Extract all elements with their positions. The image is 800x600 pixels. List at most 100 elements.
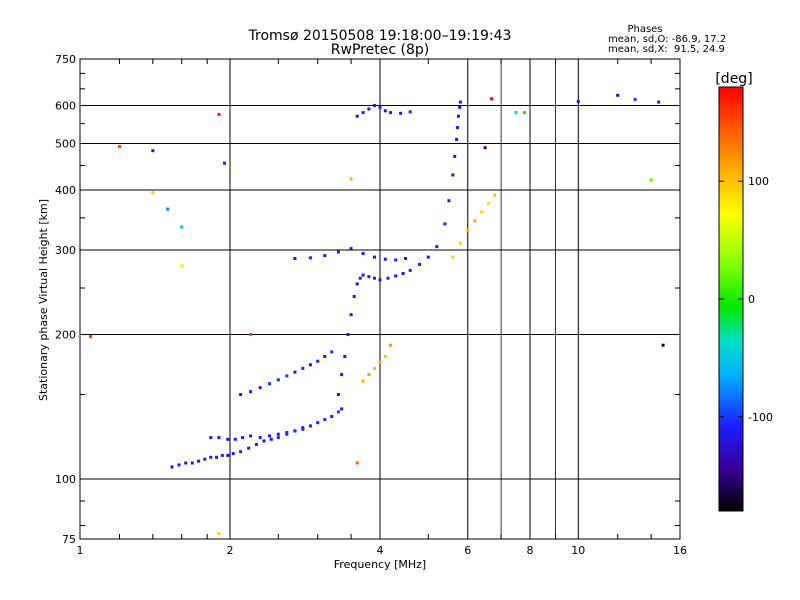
data-point — [451, 173, 455, 177]
data-point — [170, 465, 174, 469]
data-point — [373, 276, 376, 280]
data-point — [336, 393, 340, 396]
data-point — [455, 137, 459, 141]
data-point — [220, 453, 224, 457]
data-point — [455, 126, 459, 129]
chart-subtitle: RwPretec (8p) — [331, 42, 429, 58]
data-point — [293, 370, 297, 374]
data-point — [323, 418, 327, 422]
data-point — [457, 114, 460, 118]
data-point — [480, 210, 484, 214]
data-point — [223, 161, 226, 165]
data-point — [258, 436, 262, 440]
data-point — [276, 432, 280, 436]
data-point — [458, 105, 462, 109]
data-point — [401, 272, 405, 275]
data-point — [233, 437, 237, 441]
data-point — [383, 257, 387, 261]
data-point — [394, 258, 398, 262]
colorbar: [deg] 100 0 -100 — [715, 71, 773, 512]
data-point — [249, 434, 253, 438]
data-point — [383, 355, 387, 358]
data-point — [355, 114, 359, 118]
colorbar-tick-label: 0 — [748, 293, 755, 306]
stats-line-o: mean, sd,O: -86.9, 17.2 — [608, 34, 726, 45]
data-point — [435, 245, 439, 249]
data-point — [473, 219, 477, 223]
data-point — [576, 99, 580, 103]
data-point — [336, 410, 340, 414]
data-point — [486, 202, 490, 205]
data-point — [209, 436, 213, 440]
data-point — [269, 437, 273, 441]
y-axis-label: Stationary phase Virtual Height [km] — [37, 199, 50, 401]
data-point — [247, 446, 251, 450]
data-point — [458, 100, 462, 104]
data-point — [293, 429, 297, 433]
data-point — [408, 268, 412, 272]
data-point — [217, 112, 221, 116]
data-point — [285, 432, 289, 436]
data-point — [151, 149, 155, 153]
data-point — [184, 461, 188, 465]
data-point — [180, 264, 184, 268]
data-point — [276, 378, 280, 382]
data-point — [661, 343, 665, 347]
y-tick-label: 750 — [55, 53, 76, 66]
data-point — [285, 374, 289, 378]
data-point — [408, 110, 412, 114]
data-point — [451, 255, 455, 259]
data-point — [355, 461, 359, 465]
data-point — [151, 191, 155, 195]
data-point — [197, 459, 201, 463]
data-point — [346, 333, 350, 336]
data-point — [239, 393, 243, 396]
x-tick-label: 16 — [673, 544, 687, 557]
y-tick-label: 200 — [55, 329, 76, 342]
data-point — [231, 452, 235, 456]
data-point — [89, 335, 93, 339]
data-point — [367, 275, 371, 279]
data-point — [378, 360, 382, 364]
colorbar-tick-label: 100 — [748, 175, 769, 188]
data-point — [373, 104, 376, 107]
data-points — [89, 93, 665, 535]
data-point — [217, 436, 221, 440]
data-point — [239, 450, 243, 454]
data-point — [343, 355, 347, 358]
data-point — [493, 193, 497, 197]
data-point — [389, 343, 393, 347]
data-point — [367, 107, 371, 111]
data-point — [389, 111, 393, 115]
x-tick-label: 6 — [464, 544, 471, 557]
data-point — [378, 105, 382, 109]
data-point — [373, 366, 376, 370]
data-point — [514, 111, 518, 115]
data-point — [330, 350, 334, 354]
data-point — [308, 424, 312, 428]
data-point — [258, 386, 262, 390]
y-tick-label: 75 — [62, 533, 76, 546]
data-point — [301, 366, 305, 370]
colorbar-label: [deg] — [715, 71, 752, 87]
stats-line-x: mean, sd,X: 91.5, 24.9 — [608, 44, 725, 55]
data-point — [404, 257, 407, 260]
data-point — [285, 431, 289, 434]
data-point — [633, 97, 637, 101]
data-point — [418, 262, 421, 266]
data-point — [340, 407, 344, 411]
data-point — [336, 250, 340, 254]
data-point — [268, 434, 271, 438]
data-point — [226, 437, 230, 441]
data-point — [349, 177, 353, 181]
x-tick-label: 1 — [77, 544, 84, 557]
data-point — [483, 146, 487, 150]
data-point — [330, 415, 334, 418]
data-point — [226, 453, 230, 457]
y-tick-label: 400 — [55, 184, 76, 197]
stats-heading: Phases — [627, 24, 662, 35]
data-point — [447, 199, 451, 203]
data-point — [443, 222, 447, 226]
x-tick-label: 8 — [527, 544, 534, 557]
data-point — [352, 295, 356, 298]
